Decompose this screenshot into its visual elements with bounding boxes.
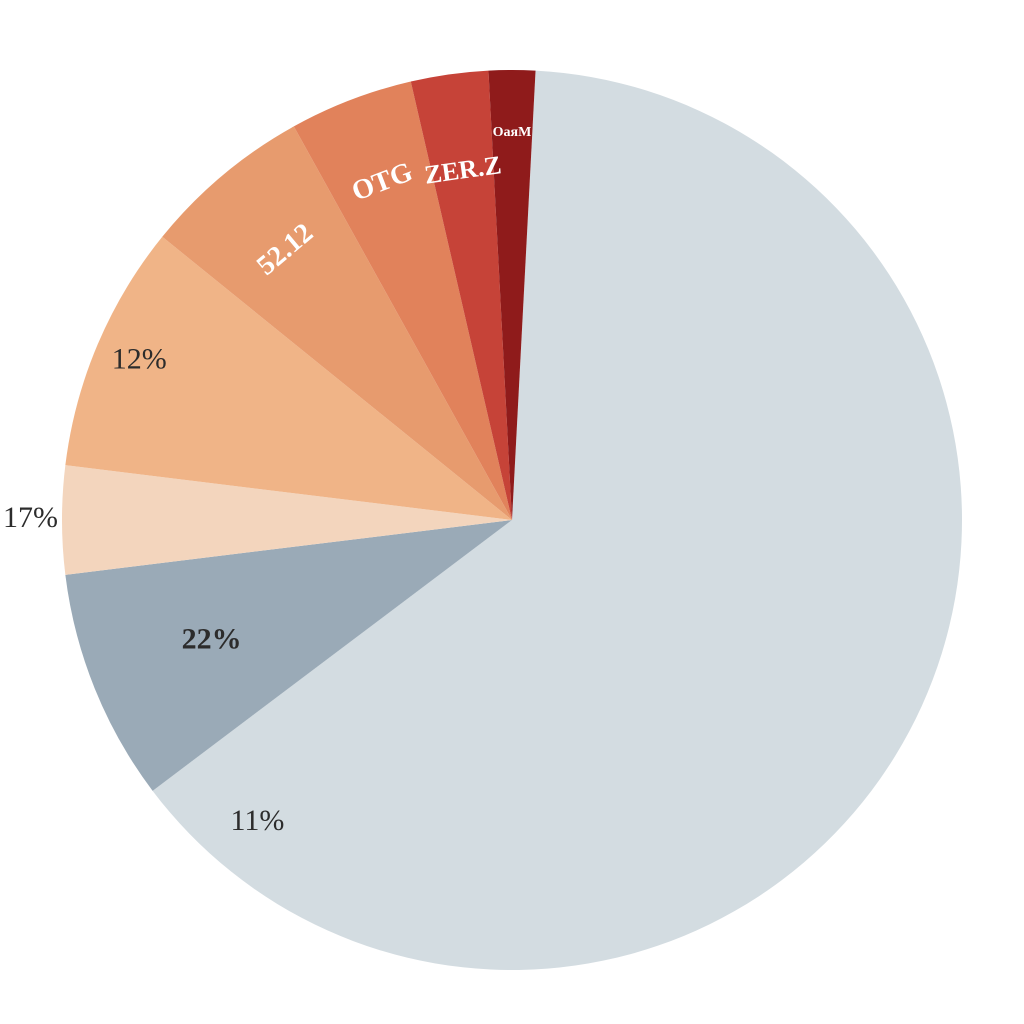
- pie-slice-label: 12%: [112, 343, 167, 376]
- pie-slices: [62, 70, 962, 970]
- pie-chart-svg: 11%22%17%12%52.12OTGZER.ZOaяM: [0, 0, 1024, 1024]
- pie-slice-label: 17%: [3, 501, 58, 534]
- pie-slice-label: 11%: [231, 804, 285, 837]
- pie-slice-label: OaяM: [493, 125, 532, 140]
- pie-slice-label: 22%: [182, 622, 242, 655]
- pie-chart: 11%22%17%12%52.12OTGZER.ZOaяM: [0, 0, 1024, 1024]
